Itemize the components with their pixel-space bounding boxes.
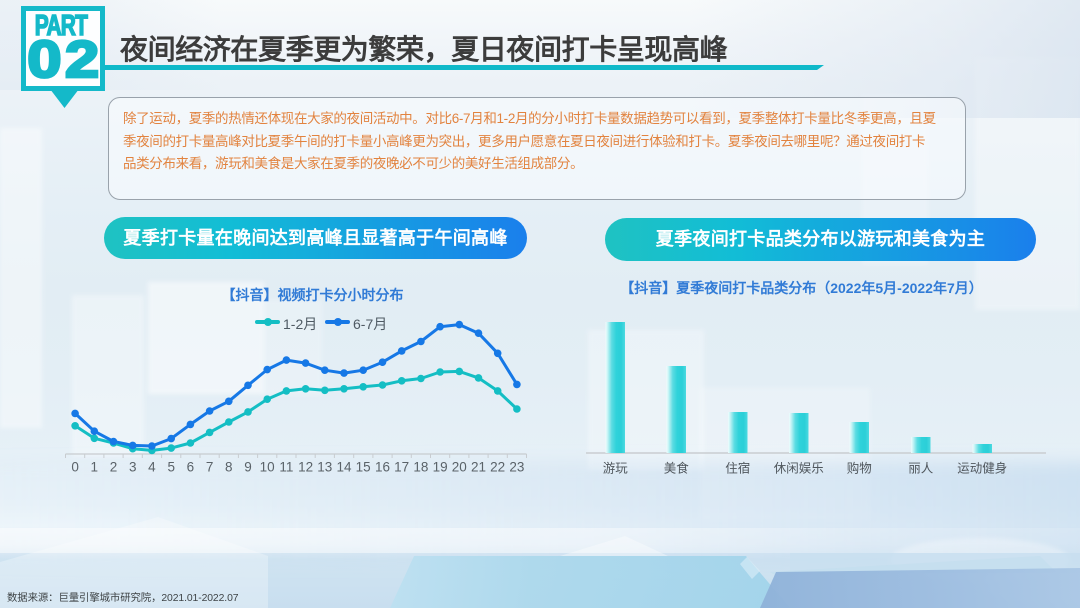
- svg-text:9: 9: [244, 460, 252, 475]
- svg-text:20: 20: [452, 460, 467, 475]
- svg-text:11: 11: [279, 460, 293, 475]
- svg-text:游玩: 游玩: [603, 462, 629, 476]
- svg-text:3: 3: [129, 460, 137, 475]
- svg-text:0: 0: [71, 460, 79, 475]
- svg-text:18: 18: [413, 460, 428, 475]
- svg-text:购物: 购物: [847, 461, 872, 476]
- svg-text:休闲娱乐: 休闲娱乐: [774, 462, 824, 476]
- svg-text:16: 16: [375, 460, 390, 475]
- svg-text:7: 7: [206, 460, 214, 475]
- svg-text:丽人: 丽人: [908, 462, 934, 476]
- svg-text:10: 10: [260, 460, 275, 475]
- svg-text:17: 17: [394, 460, 409, 475]
- svg-text:美食: 美食: [664, 461, 690, 476]
- svg-text:23: 23: [509, 460, 524, 475]
- svg-text:14: 14: [336, 460, 352, 475]
- svg-text:5: 5: [167, 460, 175, 475]
- svg-text:13: 13: [317, 460, 332, 475]
- svg-text:22: 22: [490, 460, 505, 475]
- svg-text:1: 1: [91, 460, 99, 475]
- svg-text:2: 2: [110, 460, 118, 475]
- svg-text:8: 8: [225, 460, 233, 475]
- svg-text:19: 19: [433, 460, 448, 475]
- svg-text:运动健身: 运动健身: [957, 461, 1007, 476]
- svg-text:4: 4: [148, 460, 156, 475]
- svg-text:住宿: 住宿: [725, 461, 750, 476]
- svg-text:15: 15: [356, 460, 371, 475]
- svg-text:21: 21: [471, 460, 486, 475]
- svg-text:6: 6: [187, 460, 195, 475]
- svg-text:12: 12: [298, 460, 313, 475]
